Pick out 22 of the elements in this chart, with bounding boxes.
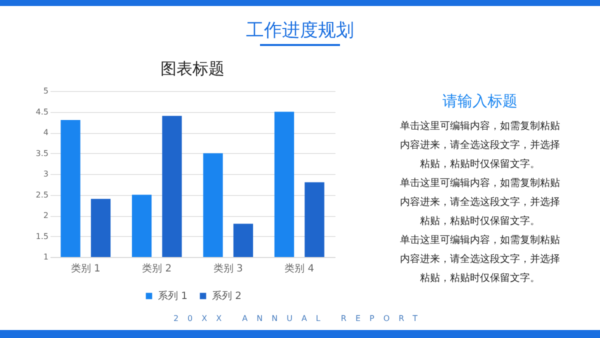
y-tick-label: 2 — [43, 211, 48, 220]
text: 请输入标题 — [442, 92, 518, 111]
y-tick-label: 3.5 — [36, 148, 48, 158]
y-tick-label: 1.5 — [36, 232, 48, 241]
y-tick-label: 5 — [43, 86, 48, 96]
y-tick-label: 4 — [43, 128, 48, 137]
y-tick-label: 3 — [43, 170, 48, 178]
y-tick-label: 2.5 — [36, 190, 48, 200]
text: 工作进度规划 — [245, 19, 355, 42]
y-tick-label: 1 — [43, 252, 48, 262]
x-tick-label: 类别 1 — [70, 262, 100, 274]
text: 单击这里可编辑内容，如需复制粘贴内容进来，请全选这段文字，并选择粘贴，粘贴时仅保留文字。 — [400, 176, 560, 229]
y-tick-label: 4.5 — [36, 107, 48, 116]
legend-label: 系列 2 — [212, 290, 242, 302]
text: 单击这里可编辑内容，如需复制粘贴内容进来，请全选这段文字，并选择粘贴，粘贴时仅保留文字。 — [400, 120, 560, 172]
text: 20XX ANNUAL REPORT — [172, 314, 428, 323]
x-tick-label: 类别 2 — [142, 262, 172, 274]
legend-label: 系列 1 — [158, 290, 188, 302]
x-tick-label: 类别 3 — [213, 262, 243, 274]
chart-title: 图表标题 — [160, 59, 224, 78]
x-tick-label: 类别 4 — [284, 262, 314, 274]
text: 单击这里可编辑内容，如需复制粘贴内容进来，请全选这段文字，并选择粘贴，粘贴时仅保留文字。 — [400, 234, 560, 286]
